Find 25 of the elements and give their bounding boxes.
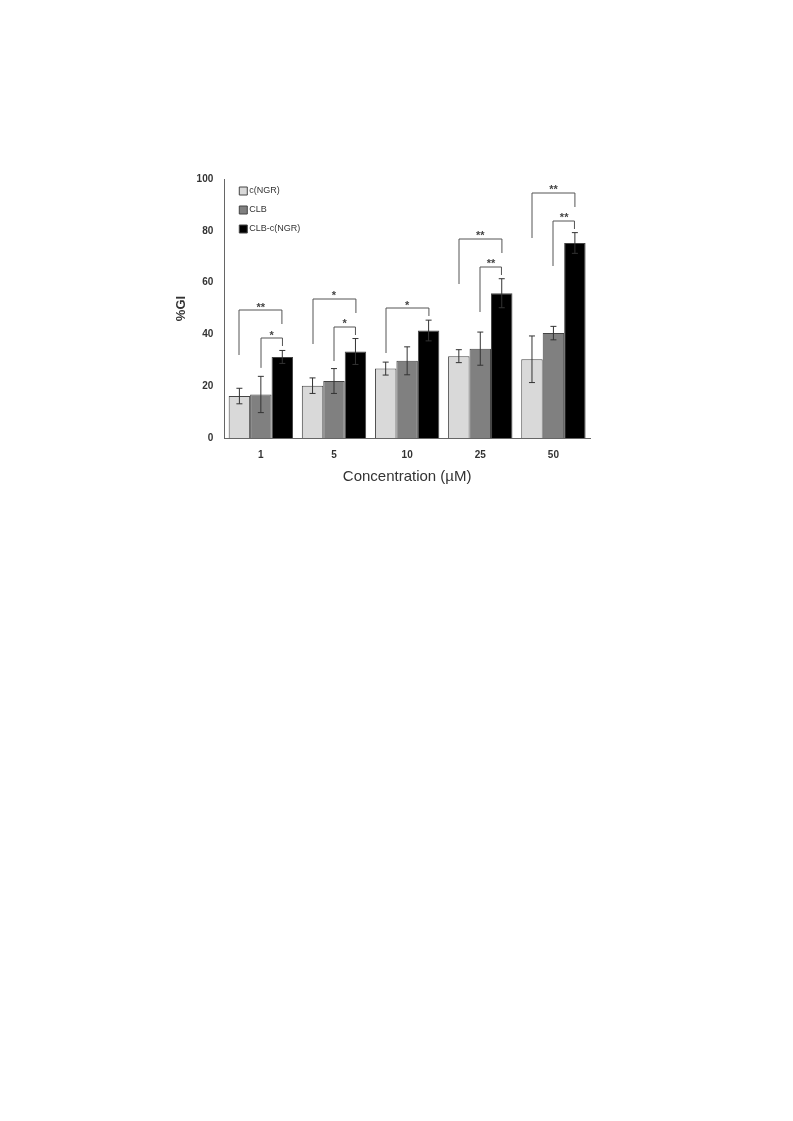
x-tick-label: 5 [331, 448, 338, 460]
annotation: * [405, 298, 410, 311]
y-axis-title: %GI [173, 295, 189, 322]
y-tick-label: 0 [207, 431, 214, 443]
y-tick-label: 40 [202, 328, 214, 340]
annotation: ** [256, 300, 266, 313]
x-tick-label: 1 [258, 448, 265, 460]
annotation: * [342, 317, 348, 330]
annotation: * [331, 289, 337, 302]
x-tick-label: 10 [401, 448, 414, 460]
y-tick-label: 20 [202, 379, 214, 391]
annotation: ** [549, 183, 559, 196]
legend-label: CLB [249, 204, 267, 215]
y-tick-label: 80 [202, 224, 214, 236]
x-axis-title: Concentration (µM) [342, 467, 472, 485]
annotation: ** [559, 211, 570, 224]
y-tick-label: 100 [196, 172, 214, 184]
legend-label: c(NGR) [249, 185, 280, 196]
annotation: * [269, 328, 275, 341]
x-tick-label: 25 [474, 448, 487, 460]
legend-label: CLB-c(NGR) [249, 223, 301, 234]
annotation: ** [486, 257, 497, 270]
x-tick-label: 50 [547, 448, 560, 460]
annotation: ** [476, 229, 486, 242]
y-tick-label: 60 [202, 276, 214, 288]
